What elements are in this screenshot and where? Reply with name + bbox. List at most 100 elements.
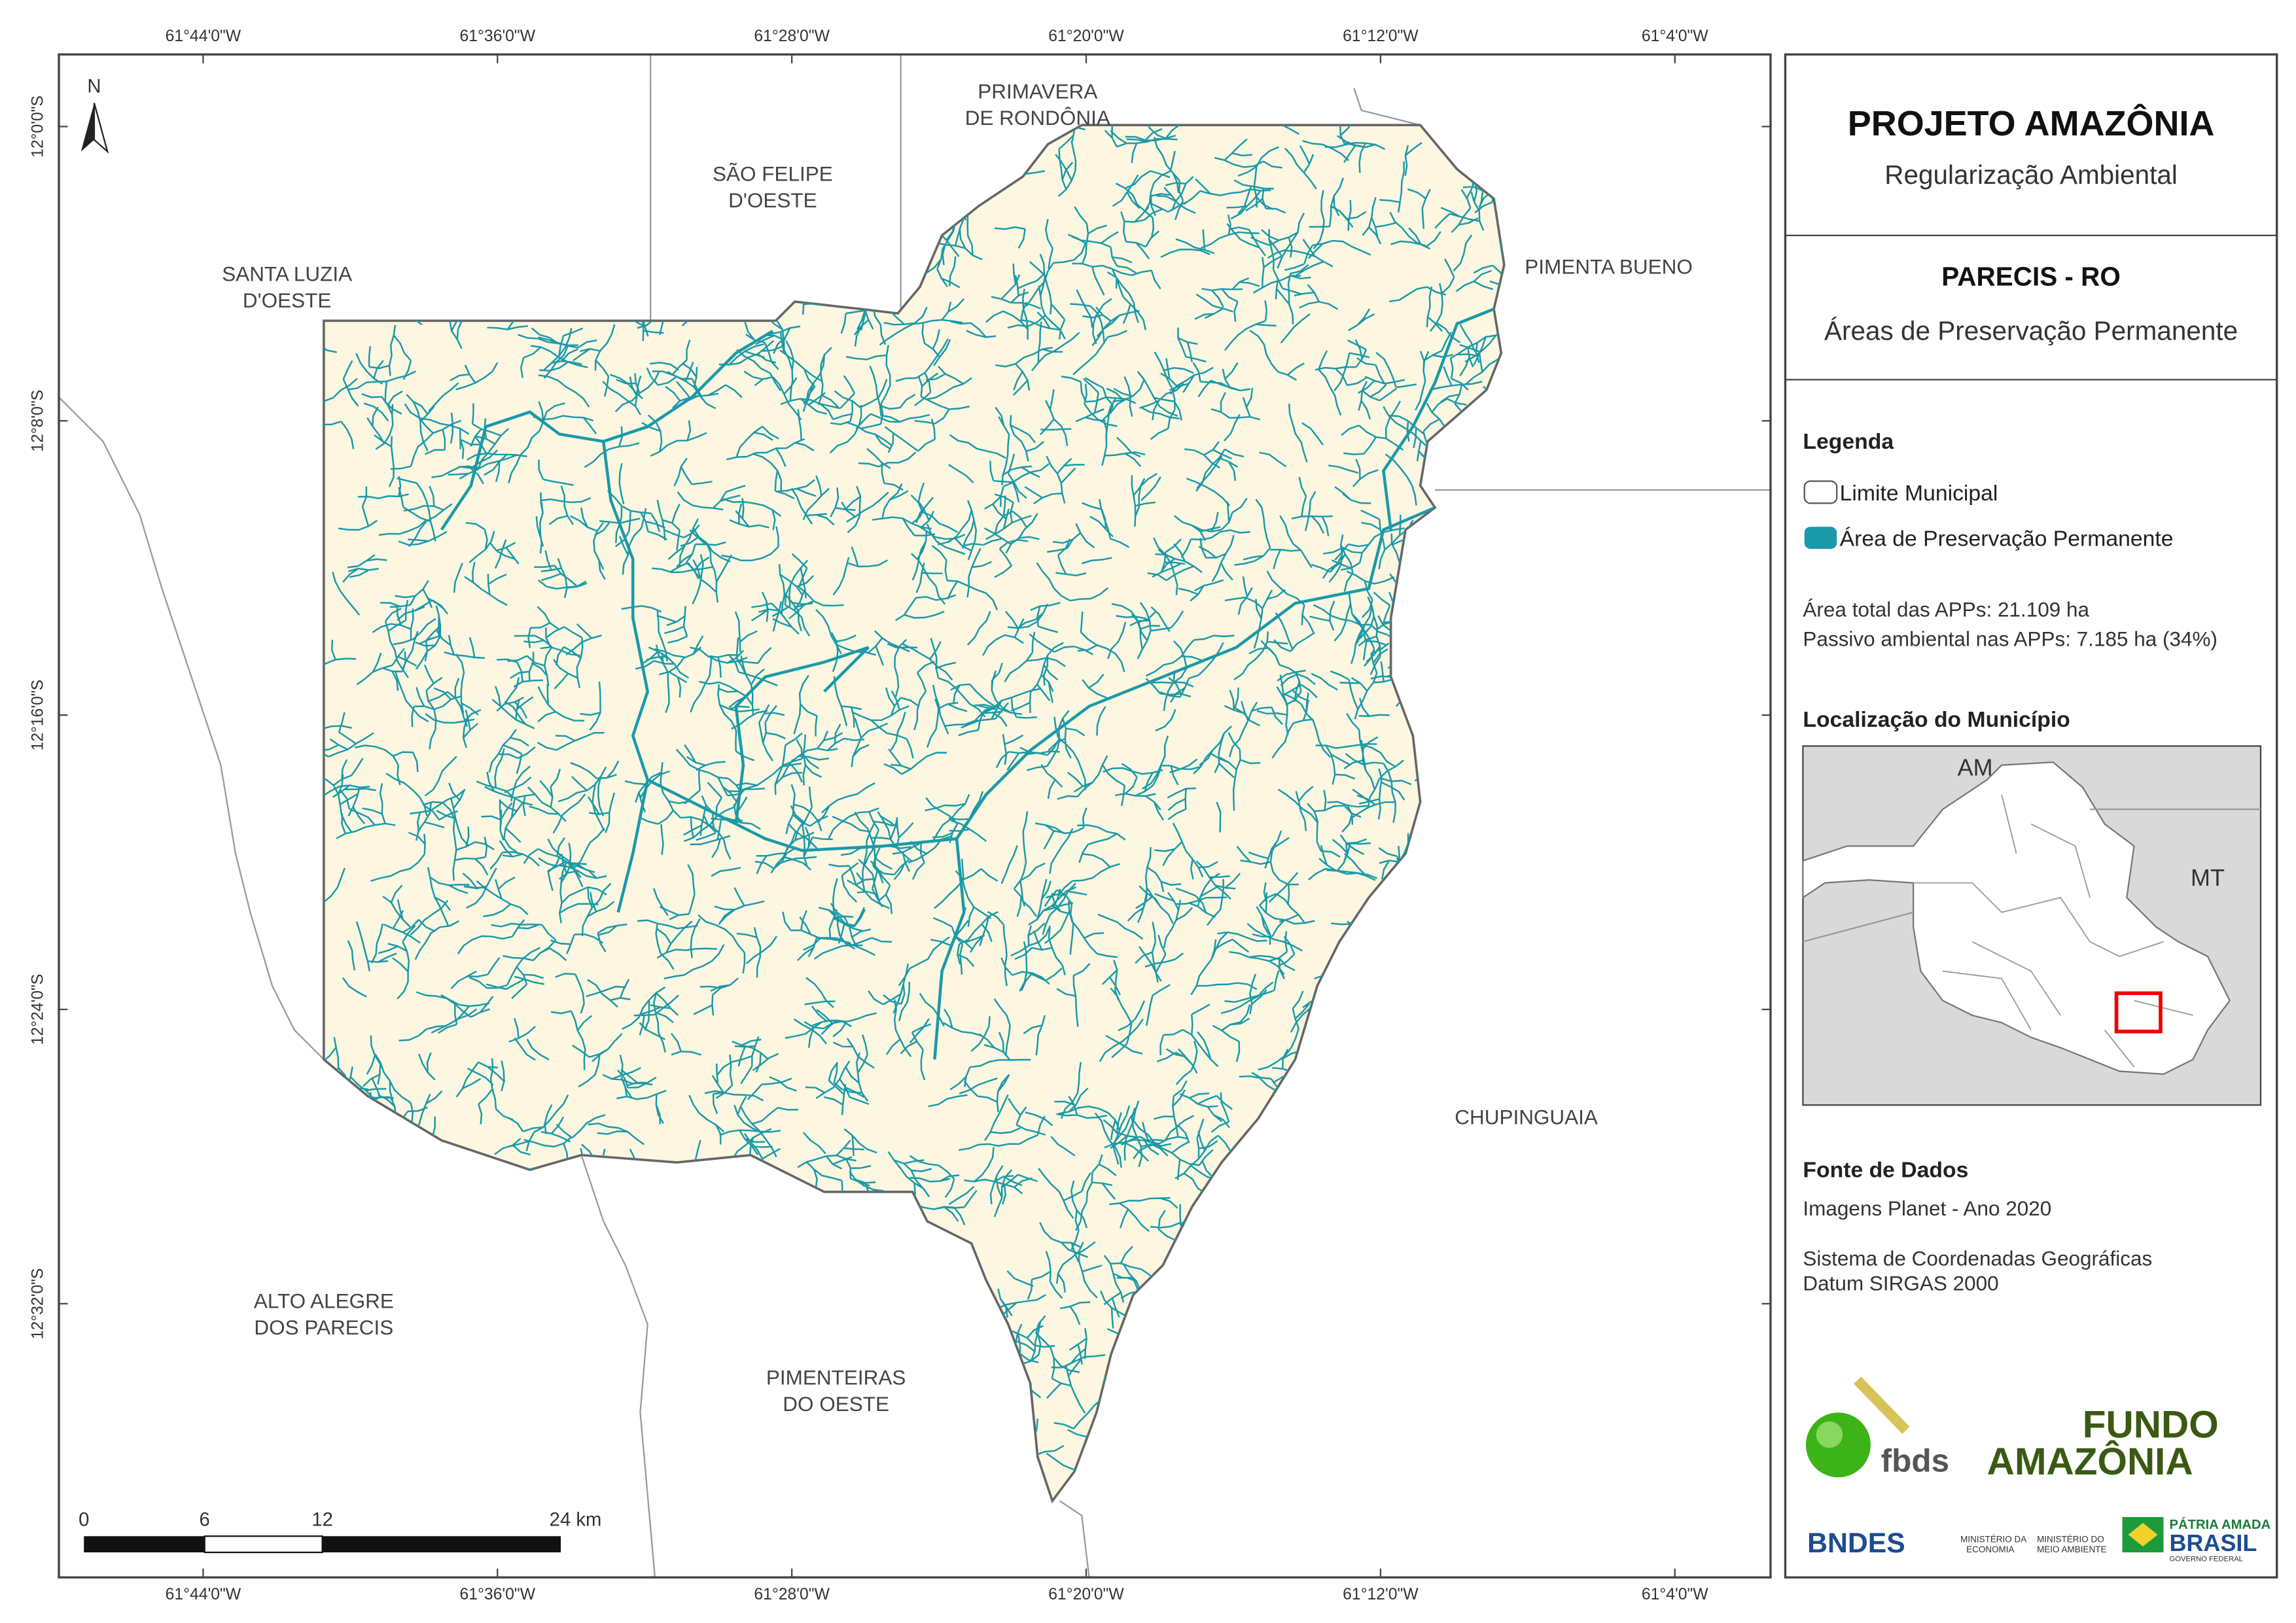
municipality-label: D'OESTE <box>728 188 817 212</box>
stream <box>910 482 959 533</box>
stream <box>478 1058 514 1125</box>
stream <box>398 1024 447 1041</box>
stream <box>887 1151 932 1204</box>
stream <box>902 641 953 681</box>
stream <box>1380 781 1405 801</box>
stream <box>761 325 801 355</box>
stream <box>1429 258 1461 343</box>
stream <box>1103 1105 1190 1162</box>
stream <box>565 623 602 655</box>
stream <box>538 459 574 486</box>
stream <box>1115 763 1165 821</box>
logo-text: MINISTÉRIO DO <box>2037 1534 2104 1544</box>
stream <box>819 907 866 950</box>
stream <box>1449 330 1504 391</box>
stream <box>1167 787 1197 820</box>
stream <box>984 463 1050 510</box>
stream <box>1147 537 1203 582</box>
stream <box>957 911 998 968</box>
stream <box>654 648 684 658</box>
stream <box>1307 845 1376 881</box>
stream <box>1046 1353 1106 1414</box>
stream <box>1259 451 1287 468</box>
stream <box>1115 170 1171 239</box>
stream <box>995 226 1026 249</box>
stream <box>832 557 850 596</box>
stream <box>1160 358 1214 395</box>
stream <box>323 758 364 833</box>
theme: Áreas de Preservação Permanente <box>1824 316 2238 346</box>
stream <box>832 1038 875 1069</box>
stream <box>361 391 403 450</box>
stream <box>892 835 951 881</box>
stream <box>949 256 957 287</box>
stream <box>1179 1092 1233 1128</box>
stream <box>751 602 800 635</box>
lon-label: 61°12'0"W <box>1343 27 1419 45</box>
stream <box>347 370 416 415</box>
lat-label: 12°8'0"S <box>29 390 46 452</box>
north-arrow-right <box>93 103 109 154</box>
stream <box>641 414 707 457</box>
stream <box>910 1174 960 1183</box>
stream <box>494 1138 531 1156</box>
stream <box>869 365 916 416</box>
stream <box>323 725 352 758</box>
stream <box>1146 984 1171 1026</box>
stream <box>458 436 527 482</box>
stream <box>752 1053 779 1072</box>
stream <box>1150 606 1171 633</box>
stream <box>1226 223 1266 256</box>
stream <box>602 375 642 415</box>
stream <box>488 729 536 775</box>
logo-text: PÁTRIA AMADA <box>2170 1517 2271 1532</box>
stream <box>1407 188 1431 229</box>
stream <box>1180 529 1250 558</box>
stream <box>1343 712 1379 790</box>
stream <box>1107 621 1127 659</box>
stream <box>682 795 743 841</box>
stream <box>1157 549 1178 595</box>
stream <box>867 630 910 666</box>
stream <box>504 777 532 794</box>
stream <box>370 831 426 882</box>
stream <box>797 409 802 440</box>
stream <box>847 421 893 449</box>
logo-text: BRASIL <box>2170 1529 2257 1556</box>
stream <box>1283 693 1332 758</box>
stream <box>1039 1221 1096 1263</box>
stream <box>355 921 397 972</box>
stream <box>1163 671 1194 711</box>
stream <box>1155 708 1176 732</box>
municipality-label: SÃO FELIPE <box>713 162 833 186</box>
stream <box>993 1169 1038 1217</box>
stream <box>1024 455 1085 504</box>
stream <box>621 605 662 613</box>
lon-label: 61°28'0"W <box>754 27 830 45</box>
stream <box>374 434 395 487</box>
stream <box>1005 603 1049 630</box>
stream <box>943 1008 983 1037</box>
stream <box>1082 502 1114 538</box>
stream <box>514 1037 536 1061</box>
stream <box>507 635 553 686</box>
stream <box>663 944 725 980</box>
stream <box>690 655 713 713</box>
stream <box>1009 415 1045 462</box>
stream <box>1055 538 1087 576</box>
stream <box>731 710 768 730</box>
stream <box>1379 161 1405 213</box>
stream <box>1246 125 1299 135</box>
stream <box>1017 254 1066 340</box>
stream <box>914 372 970 425</box>
stream <box>743 370 802 421</box>
lon-label: 61°4'0"W <box>1642 27 1708 45</box>
stream <box>646 361 716 410</box>
stream <box>508 401 565 483</box>
stream <box>390 403 462 470</box>
north-arrow-left <box>80 103 94 152</box>
lon-label: 61°12'0"W <box>1343 1586 1419 1603</box>
stream <box>1272 1049 1303 1083</box>
stream <box>633 994 679 1036</box>
stream <box>1178 579 1224 602</box>
